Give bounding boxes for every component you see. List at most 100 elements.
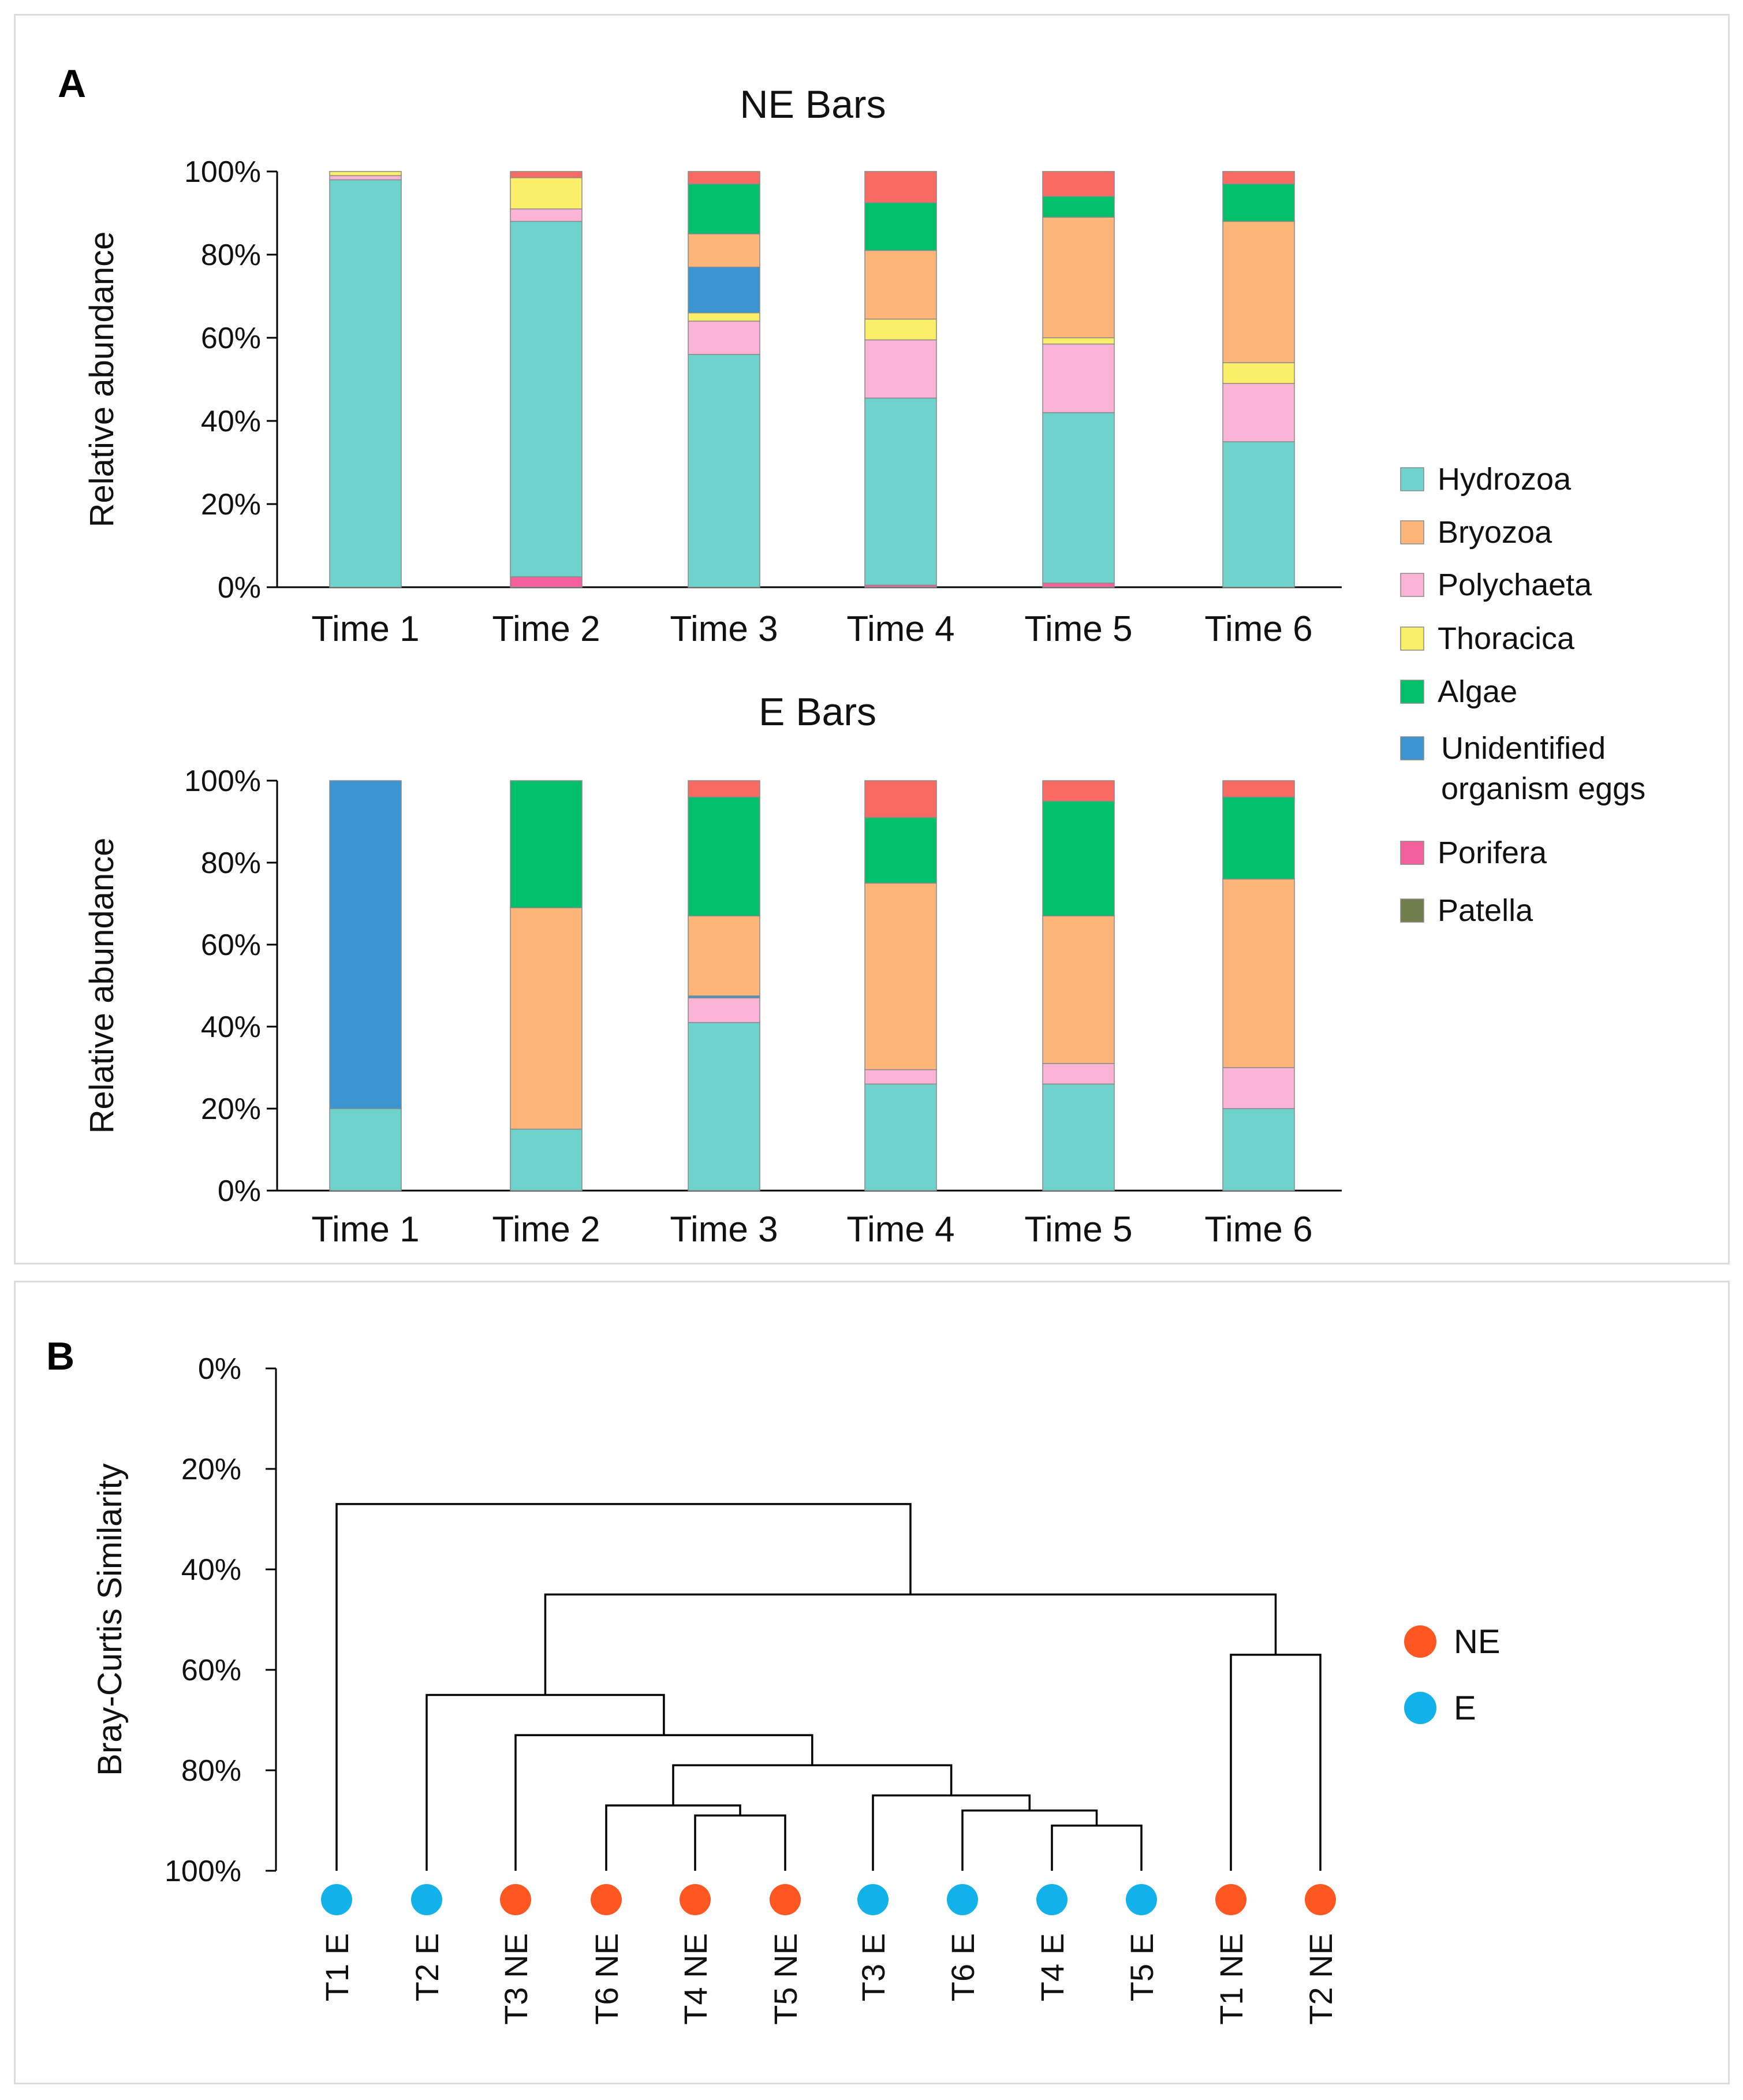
bar-segment-bryozoa xyxy=(510,907,583,1130)
ne-bars-chart: NE Bars Relative abundance 0% 20% 40% 60% 80% 1… xyxy=(83,83,1342,649)
dendrogram-branch xyxy=(426,1694,665,1871)
bar-segment-unidentified-organism-eggs xyxy=(329,780,402,1109)
bar-segment-polychaeta xyxy=(1042,344,1115,413)
bar-segment-polychaeta xyxy=(329,175,402,181)
legend-marker-ne xyxy=(1404,1625,1436,1658)
bar-segment-polychaeta xyxy=(510,208,583,222)
bar-segment-algae xyxy=(510,780,583,908)
e-bars-chart: E Bars Relative abundance 0% 20% 40% 60% 80% 10… xyxy=(83,690,1342,1249)
leaf-marker-e xyxy=(1036,1884,1068,1915)
legend-label-porifera: Porifera xyxy=(1438,835,1547,870)
leaf-marker-e xyxy=(947,1884,978,1915)
y-tick-label: 60% xyxy=(201,928,261,962)
x-tick-label: Time 4 xyxy=(846,609,954,649)
bar-segment-bryozoa xyxy=(688,915,760,997)
y-tick-label: 0% xyxy=(218,571,261,605)
bar-segment-other xyxy=(688,171,760,185)
legend-label-polychaeta: Polychaeta xyxy=(1438,568,1592,602)
bar-segment-polychaeta xyxy=(688,320,760,355)
x-tick-label: Time 6 xyxy=(1204,1210,1312,1249)
bar-segment-algae xyxy=(864,202,937,251)
leaf-label: T2 NE xyxy=(1302,1933,1339,2025)
y-tick-label: 100% xyxy=(184,764,261,798)
bar-segment-hydrozoa xyxy=(864,1083,937,1191)
bar-segment-other xyxy=(864,171,937,203)
dendrogram-branch xyxy=(514,1734,813,1871)
leaf-label: T4 NE xyxy=(677,1933,714,2025)
panel-b xyxy=(14,1281,1730,2084)
bar-segment-polychaeta xyxy=(1222,383,1295,442)
bar-segment-bryozoa xyxy=(688,233,760,268)
bar-segment-thoracica xyxy=(1042,337,1115,345)
leaf-label: T6 E xyxy=(945,1933,981,2001)
bar-segment-bryozoa xyxy=(864,250,937,320)
y-tick-label: 40% xyxy=(201,405,261,438)
bar-segment-thoracica xyxy=(1222,362,1295,384)
legend-swatch-bryozoa xyxy=(1400,520,1424,544)
bar-segment-thoracica xyxy=(864,318,937,341)
bar-segment-polychaeta xyxy=(1042,1063,1115,1085)
y-axis-label: Relative abundance xyxy=(83,838,121,1134)
legend-label-line: Unidentified xyxy=(1441,731,1606,766)
dendrogram-branch xyxy=(544,1593,1277,1695)
chart-title: E Bars xyxy=(759,690,876,734)
bar-segment-hydrozoa xyxy=(688,354,760,588)
leaf-marker-e xyxy=(1126,1884,1157,1915)
bar-segment-hydrozoa xyxy=(1222,1108,1295,1191)
leaf-label: T6 NE xyxy=(588,1933,625,2025)
bar-segment-other xyxy=(1222,780,1295,798)
legend-swatch-unidentified-organism-eggs xyxy=(1400,736,1424,760)
legend-swatch-thoracica xyxy=(1400,626,1424,651)
x-tick-label: Time 6 xyxy=(1204,609,1312,649)
bar-segment-bryozoa xyxy=(864,882,937,1070)
bar-segment-other xyxy=(510,171,583,178)
leaf-label: T5 E xyxy=(1124,1933,1160,2001)
legend-label-thoracica: Thoracica xyxy=(1438,621,1575,656)
dendrogram-branch xyxy=(1051,1824,1143,1871)
y-tick-label: 40% xyxy=(181,1553,241,1587)
legend-label-e: E xyxy=(1454,1689,1476,1727)
y-tick-label: 80% xyxy=(201,238,261,272)
bar-segment-algae xyxy=(1042,800,1115,917)
y-axis-label: Bray-Curtis Similarity xyxy=(91,1463,129,1776)
x-tick-label: Time 3 xyxy=(670,1210,778,1249)
y-tick-label: 20% xyxy=(181,1453,241,1486)
y-tick-label: 0% xyxy=(198,1352,241,1386)
dendrogram-branch xyxy=(872,1794,1031,1871)
bar-segment-porifera xyxy=(1042,583,1115,588)
bar-segment-polychaeta xyxy=(688,997,760,1023)
bar-segment-other xyxy=(1042,780,1115,802)
chart-title: NE Bars xyxy=(740,83,886,126)
y-axis-label: Relative abundance xyxy=(83,232,121,528)
bar-segment-unidentified-organism-eggs xyxy=(688,266,760,314)
legend-label-bryozoa: Bryozoa xyxy=(1438,515,1552,550)
bar-segment-bryozoa xyxy=(1222,221,1295,363)
leaf-label: T1 NE xyxy=(1213,1933,1249,2025)
leaf-label: T5 NE xyxy=(767,1933,804,2025)
dendrogram-branch xyxy=(335,1503,912,1871)
dendrogram-branch xyxy=(1230,1654,1322,1871)
bar-segment-thoracica xyxy=(688,312,760,322)
bar-segment-hydrozoa xyxy=(510,1128,583,1191)
y-tick-label: 20% xyxy=(201,1092,261,1126)
y-tick-label: 60% xyxy=(181,1654,241,1687)
y-tick-label: 100% xyxy=(184,155,261,189)
legend-swatch-patella xyxy=(1400,898,1424,923)
bar-segment-thoracica xyxy=(329,171,402,176)
y-tick-label: 40% xyxy=(201,1010,261,1044)
bar-segment-other xyxy=(864,780,937,818)
bar-segment-hydrozoa xyxy=(329,179,402,588)
y-tick-label: 80% xyxy=(201,846,261,880)
group-legend: NE E xyxy=(1404,1623,1501,1727)
bar-segment-algae xyxy=(1222,796,1295,880)
x-tick-label: Time 2 xyxy=(492,609,600,649)
bar-segment-algae xyxy=(1042,196,1115,218)
bar-segment-algae xyxy=(688,183,760,234)
bar-segment-hydrozoa xyxy=(1042,412,1115,584)
bar-segment-porifera xyxy=(510,576,583,588)
bar-segment-other xyxy=(688,780,760,798)
legend-label-unidentified-organism-eggs: Unidentified organism eggs xyxy=(1441,731,1645,806)
leaf-label: T2 E xyxy=(409,1933,445,2001)
panel-a-label: A xyxy=(58,62,86,106)
